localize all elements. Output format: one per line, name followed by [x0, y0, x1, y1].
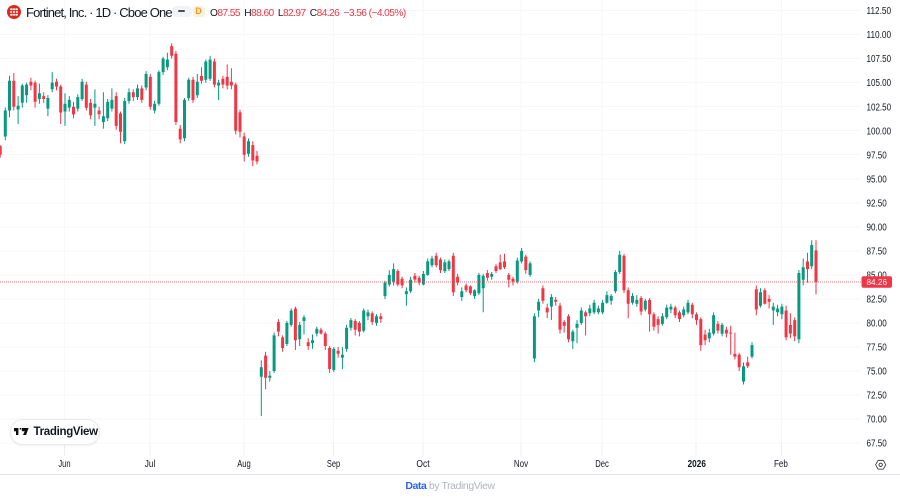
svg-text:67.50: 67.50: [867, 439, 888, 450]
svg-text:Jun: Jun: [58, 458, 70, 470]
svg-text:92.50: 92.50: [867, 198, 888, 209]
svg-text:100.00: 100.00: [867, 126, 892, 137]
svg-text:107.50: 107.50: [867, 54, 892, 65]
svg-text:2026: 2026: [688, 458, 706, 470]
svg-text:87.50: 87.50: [867, 247, 888, 258]
svg-text:Jul: Jul: [145, 458, 156, 470]
svg-text:75.00: 75.00: [867, 367, 888, 378]
svg-text:97.50: 97.50: [867, 150, 888, 161]
svg-text:95.00: 95.00: [867, 174, 888, 185]
svg-text:Feb: Feb: [774, 458, 788, 470]
svg-text:105.00: 105.00: [867, 78, 892, 89]
svg-text:85.00: 85.00: [867, 271, 888, 282]
svg-text:Sep: Sep: [327, 458, 340, 470]
svg-text:90.00: 90.00: [867, 222, 888, 233]
svg-text:110.00: 110.00: [867, 30, 892, 41]
svg-text:70.00: 70.00: [867, 415, 888, 426]
svg-text:Aug: Aug: [237, 458, 251, 470]
svg-text:80.00: 80.00: [867, 319, 888, 330]
svg-text:84.26: 84.26: [867, 277, 888, 287]
svg-text:112.50: 112.50: [867, 6, 892, 17]
svg-text:Oct: Oct: [416, 458, 429, 470]
svg-text:72.50: 72.50: [867, 391, 888, 402]
svg-text:Nov: Nov: [514, 458, 529, 470]
svg-text:102.50: 102.50: [867, 102, 892, 113]
svg-text:Dec: Dec: [595, 458, 609, 470]
svg-text:82.50: 82.50: [867, 295, 888, 306]
svg-text:77.50: 77.50: [867, 343, 888, 354]
